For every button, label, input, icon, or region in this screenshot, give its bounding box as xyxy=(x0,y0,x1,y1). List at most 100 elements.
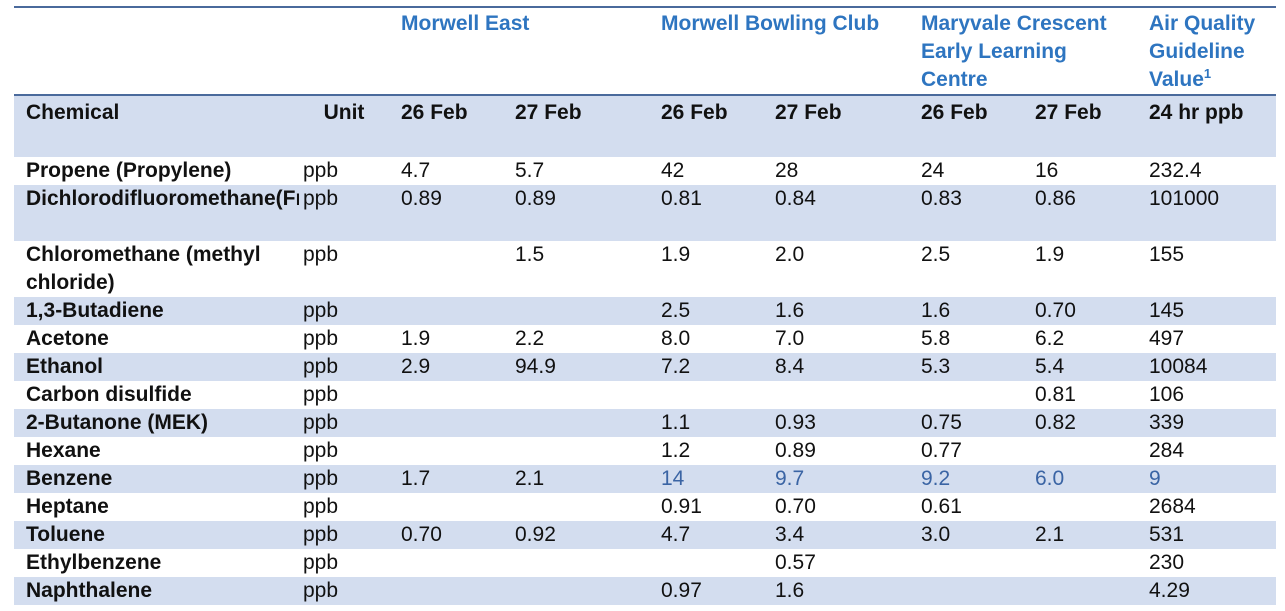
measurement-value xyxy=(389,297,503,325)
measurement-value: 8.0 xyxy=(661,327,691,350)
measurement-value: 1.6 xyxy=(763,577,909,605)
measurement-value: 0.97 xyxy=(649,577,763,605)
measurement-value: 0.70 xyxy=(775,495,816,518)
unit-cell: ppb xyxy=(303,159,339,182)
measurement-value: 1.6 xyxy=(763,297,909,325)
measurement-value xyxy=(649,381,763,409)
measurement-value: 1.6 xyxy=(909,297,1023,325)
site-header-row: Morwell East Morwell Bowling Club Maryva… xyxy=(14,8,1276,96)
measurement-value: 9.2 xyxy=(909,465,1023,493)
measurement-value: 1.5 xyxy=(515,243,545,266)
measurement-value: 1.2 xyxy=(661,439,691,462)
table-row: 2-Butanone (MEK) ppb 1.1 0.93 0.75 0.82 339 xyxy=(14,409,1276,437)
measurement-value xyxy=(909,381,1023,409)
chemical-name: Carbon disulfide xyxy=(26,383,192,406)
measurement-value: 1.9 xyxy=(661,243,691,266)
guideline-value: 230 xyxy=(1149,551,1185,574)
guideline-value: 145 xyxy=(1137,297,1276,325)
measurement-value: 5.4 xyxy=(1023,353,1137,381)
measurement-value: 0.81 xyxy=(649,185,763,241)
unit-cell: ppb xyxy=(299,353,389,381)
measurement-value xyxy=(503,549,649,577)
measurement-value xyxy=(649,549,763,577)
unit-cell: ppb xyxy=(299,577,389,605)
chemical-name: Chloromethane (methyl chloride) xyxy=(26,243,261,294)
unit-cell: ppb xyxy=(299,409,389,437)
chemical-name: Ethylbenzene xyxy=(26,551,162,574)
unit-cell: ppb xyxy=(303,383,339,406)
measurement-value: 0.89 xyxy=(775,439,816,462)
measurement-value xyxy=(389,437,503,465)
empty-header-cell xyxy=(299,8,389,96)
chemical-name: Dichlorodifluoromethane(Freon12) xyxy=(14,185,299,241)
measurement-value: 1.7 xyxy=(389,465,503,493)
col-header-date: 26 Feb xyxy=(389,96,503,157)
measurement-value: 2.1 xyxy=(503,465,649,493)
table-top-rule xyxy=(14,6,1276,8)
measurement-value: 0.57 xyxy=(775,551,816,574)
guideline-value: 106 xyxy=(1149,383,1185,406)
measurement-value: 24 xyxy=(921,159,945,182)
table-row: Acetone ppb 1.9 2.2 8.0 7.0 5.8 6.2 497 xyxy=(14,325,1276,353)
measurement-value: 2.5 xyxy=(921,243,951,266)
guideline-value: 339 xyxy=(1137,409,1276,437)
chemical-name: 2-Butanone (MEK) xyxy=(14,409,299,437)
measurement-value: 94.9 xyxy=(503,353,649,381)
guideline-value: 10084 xyxy=(1137,353,1276,381)
col-header-date: 27 Feb xyxy=(763,96,909,157)
table-row: Ethylbenzene ppb 0.57 230 xyxy=(14,549,1276,577)
chemical-name: Naphthalene xyxy=(14,577,299,605)
measurement-value xyxy=(389,409,503,437)
measurement-value: 0.86 xyxy=(1023,185,1137,241)
measurement-value: 0.89 xyxy=(503,185,649,241)
table-header-rule xyxy=(14,94,1276,96)
guideline-value: 9 xyxy=(1137,465,1276,493)
measurement-value: 2.5 xyxy=(649,297,763,325)
col-header-date: 27 Feb xyxy=(503,96,649,157)
air-quality-table: Morwell East Morwell Bowling Club Maryva… xyxy=(14,8,1276,605)
measurement-value: 0.93 xyxy=(763,409,909,437)
measurement-value: 7.2 xyxy=(649,353,763,381)
unit-cell: ppb xyxy=(303,327,339,350)
measurement-value: 42 xyxy=(661,159,685,182)
measurement-value xyxy=(909,577,1023,605)
guideline-title: Air Quality Guideline Value xyxy=(1149,12,1256,91)
table-row: Dichlorodifluoromethane(Freon12)ppb0.890… xyxy=(14,185,1276,241)
measurement-value: 6.2 xyxy=(1035,327,1065,350)
chemical-name: Benzene xyxy=(14,465,299,493)
table-row: Heptane ppb 0.91 0.70 0.61 2684 xyxy=(14,493,1276,521)
measurement-value: 0.89 xyxy=(389,185,503,241)
table-row: Toluene ppb 0.70 0.92 4.7 3.4 3.0 2.1 531 xyxy=(14,521,1276,549)
guideline-value: 232.4 xyxy=(1149,159,1202,182)
chemical-name: 1,3-Butadiene xyxy=(14,297,299,325)
measurement-value xyxy=(503,493,649,521)
measurement-value: 1.1 xyxy=(649,409,763,437)
measurement-value: 0.83 xyxy=(909,185,1023,241)
site-guideline: Air Quality Guideline Value1 xyxy=(1137,8,1276,96)
guideline-value: 531 xyxy=(1137,521,1276,549)
measurement-value: 0.70 xyxy=(389,521,503,549)
guideline-value: 2684 xyxy=(1149,495,1196,518)
site-morwell-east: Morwell East xyxy=(401,12,530,35)
measurement-value: 2.1 xyxy=(1023,521,1137,549)
measurement-value: 9.7 xyxy=(763,465,909,493)
site-morwell-bowling-club: Morwell Bowling Club xyxy=(661,12,880,35)
unit-cell: ppb xyxy=(303,551,339,574)
col-header-date: 27 Feb xyxy=(1023,96,1137,157)
col-header-unit: Unit xyxy=(299,96,389,157)
measurement-value xyxy=(503,297,649,325)
measurement-value: 5.3 xyxy=(909,353,1023,381)
measurement-value: 6.0 xyxy=(1023,465,1137,493)
measurement-value: 1.9 xyxy=(401,327,431,350)
measurement-value xyxy=(503,437,649,465)
col-header-date: 26 Feb xyxy=(649,96,763,157)
table-row: Propene (Propylene) ppb 4.7 5.7 42 28 24 16 232.… xyxy=(14,157,1276,185)
measurement-value xyxy=(503,577,649,605)
table-row: Carbon disulfide ppb 0.81 106 xyxy=(14,381,1276,409)
measurement-value xyxy=(1023,577,1137,605)
measurement-value xyxy=(389,381,503,409)
col-header-chemical: Chemical xyxy=(14,96,299,157)
measurement-value xyxy=(909,549,1023,577)
measurement-value: 3.0 xyxy=(909,521,1023,549)
table-row: Chloromethane (methyl chloride) ppb 1.5 1.9… xyxy=(14,241,1276,297)
